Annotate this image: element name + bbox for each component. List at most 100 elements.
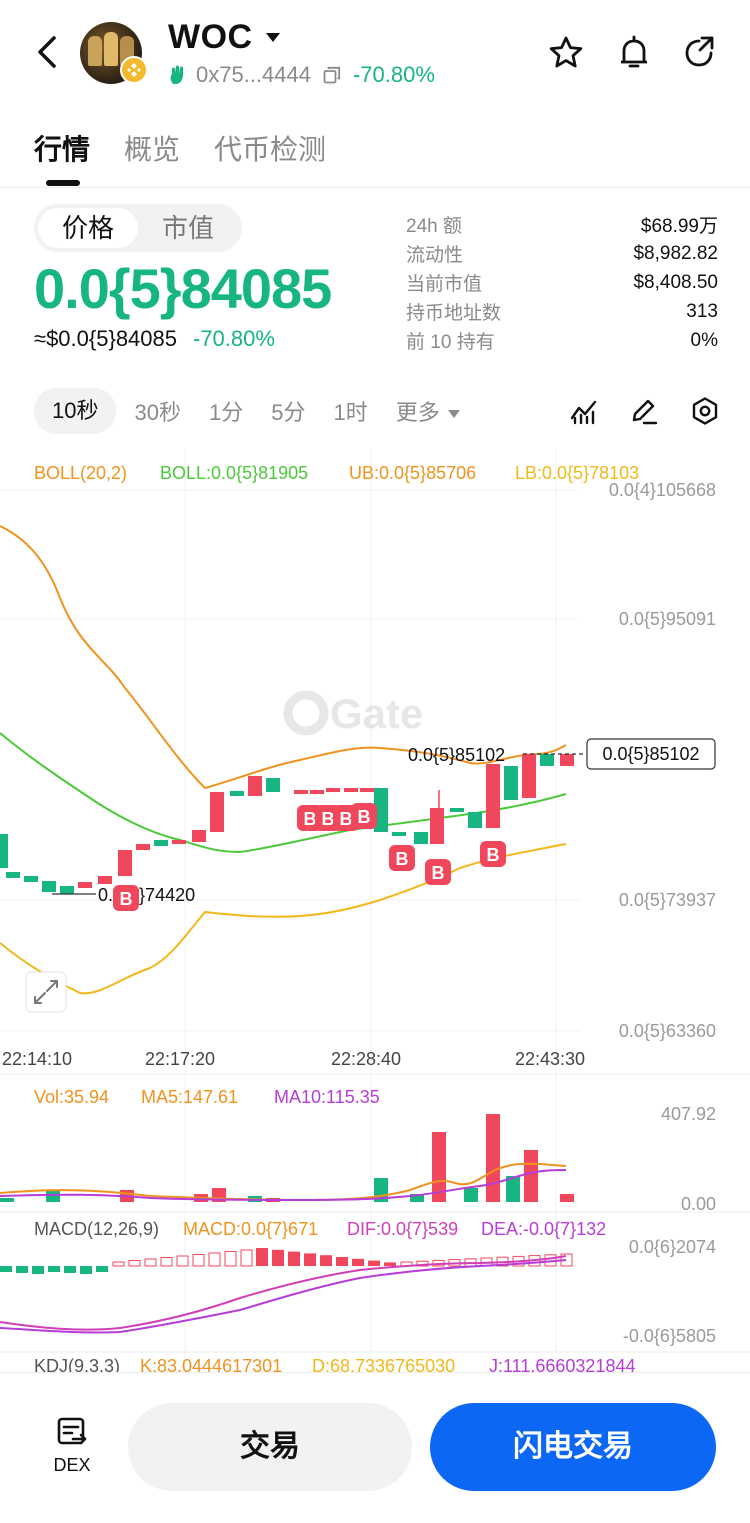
macd-dea-line: [0, 1259, 567, 1334]
token-title[interactable]: WOC: [168, 18, 253, 56]
star-icon[interactable]: [547, 34, 585, 72]
dex-icon: [57, 1417, 87, 1445]
macd-bar: [96, 1266, 108, 1272]
price-tag-box: [586, 738, 716, 770]
price-chart[interactable]: Gate BOLL(20,2) BOLL:0.0{5}81905 UB:0.0{…: [0, 448, 750, 1380]
change-percent: -70.80%: [352, 62, 435, 87]
candle: [78, 882, 92, 888]
stat-row: 流动性 $8,982.82: [406, 239, 718, 268]
boll-legend-ub: UB:0.0{5}85706: [349, 463, 476, 483]
interval-1h[interactable]: 1时: [333, 400, 368, 425]
stat-key: 前 10 持有: [406, 332, 495, 353]
macd-bar: [288, 1251, 300, 1266]
dex-button[interactable]: DEX: [42, 1415, 102, 1476]
buy-marker-label: B: [358, 807, 371, 827]
candle: [414, 832, 428, 844]
y-tick-label: 0.0{4}105668: [609, 480, 716, 500]
current-price: 0.0{5}84085: [34, 257, 332, 320]
buy-marker-label: B: [396, 849, 409, 869]
macd-value-legend: MACD:0.0{7}671: [183, 1219, 318, 1239]
macd-bar: [320, 1255, 332, 1266]
candle: [60, 886, 74, 894]
interval-5m[interactable]: 5分: [271, 400, 306, 425]
macd-bar: [0, 1266, 12, 1272]
volume-bar: [432, 1132, 446, 1202]
vol-ma10-line: [0, 1169, 567, 1201]
flash-trade-button[interactable]: 闪电交易: [430, 1403, 716, 1491]
vol-ma5-line: [0, 1162, 567, 1202]
macd-legend: MACD(12,26,9): [34, 1219, 159, 1239]
candle: [392, 832, 406, 836]
settings-icon[interactable]: [690, 396, 720, 426]
candle: [248, 776, 262, 796]
stat-row: 持币地址数 313: [406, 297, 718, 326]
candle: [154, 840, 168, 846]
bell-icon[interactable]: [615, 34, 653, 72]
volume-bar: [464, 1188, 478, 1202]
buy-marker-label: B: [304, 809, 317, 829]
header: WOC 0x75...4444 -70.80%: [0, 0, 750, 105]
stat-value: 0%: [690, 329, 718, 351]
boll-upper-line: [0, 525, 567, 790]
buy-marker-badge: [351, 803, 377, 829]
trade-button[interactable]: 交易: [128, 1403, 412, 1491]
stat-value: $68.99万: [640, 216, 718, 237]
candle: [326, 788, 340, 792]
candle: [344, 788, 358, 792]
candle: [310, 790, 324, 794]
candle: [118, 850, 132, 876]
kdj-k-legend: K:83.0444617301: [140, 1356, 282, 1376]
segment-market-cap[interactable]: 市值: [161, 213, 214, 243]
candle: [374, 788, 388, 832]
chart-grid: [0, 448, 580, 1380]
volume-bar: [0, 1198, 14, 1202]
stat-value: $8,982.82: [633, 242, 718, 264]
volume-bar: [560, 1194, 574, 1202]
macd-bar: [352, 1258, 364, 1266]
boll-legend-lb: LB:0.0{5}78103: [515, 463, 639, 483]
candle: [522, 754, 536, 798]
vol-legend: Vol:35.94: [34, 1087, 109, 1107]
x-tick-label: 22:17:20: [145, 1049, 215, 1069]
bnb-chain-icon: [120, 56, 148, 84]
tabs-divider: [0, 187, 750, 188]
copy-icon[interactable]: [323, 66, 341, 84]
volume-bar: [410, 1194, 424, 1202]
macd-bar: [336, 1257, 348, 1266]
candle: [266, 778, 280, 792]
candle: [504, 766, 518, 800]
high-marker-label: 0.0{5}85102: [408, 745, 505, 765]
tab-market[interactable]: 行情: [34, 128, 90, 190]
boll-legend-title: BOLL(20,2): [34, 463, 127, 483]
interval-1m[interactable]: 1分: [208, 400, 244, 425]
macd-bar: [48, 1266, 60, 1272]
macd-bar: [32, 1266, 44, 1274]
expand-icon[interactable]: [25, 971, 67, 1013]
candle: [24, 876, 38, 882]
price-usd: ≈$0.0{5}84085: [34, 326, 177, 351]
macd-bar: [240, 1249, 253, 1267]
macd-bar: [208, 1252, 221, 1267]
draw-pen-icon[interactable]: [629, 396, 659, 426]
share-icon[interactable]: [681, 34, 719, 72]
candle: [98, 876, 112, 884]
back-arrow-icon[interactable]: [30, 32, 66, 72]
y-tick-label: 0.0{5}73937: [619, 890, 716, 910]
tab-overview[interactable]: 概览: [124, 134, 181, 165]
segment-price[interactable]: 价格: [38, 208, 138, 248]
interval-10s[interactable]: 10秒: [34, 388, 117, 434]
candle: [486, 764, 500, 828]
stat-key: 24h 额: [406, 216, 462, 237]
dex-label: DEX: [53, 1455, 91, 1475]
indicator-icon[interactable]: [569, 396, 599, 426]
interval-30s[interactable]: 30秒: [134, 400, 181, 425]
chevron-down-icon[interactable]: [266, 33, 280, 42]
macd-bar: [176, 1255, 189, 1267]
stat-row: 前 10 持有 0%: [406, 326, 718, 355]
stat-key: 当前市值: [406, 274, 483, 295]
price-tag-label: 0.0{5}85102: [602, 744, 699, 764]
interval-more[interactable]: 更多: [396, 395, 460, 427]
tab-token-check[interactable]: 代币检测: [214, 134, 327, 165]
buy-marker-badge: [389, 845, 415, 871]
